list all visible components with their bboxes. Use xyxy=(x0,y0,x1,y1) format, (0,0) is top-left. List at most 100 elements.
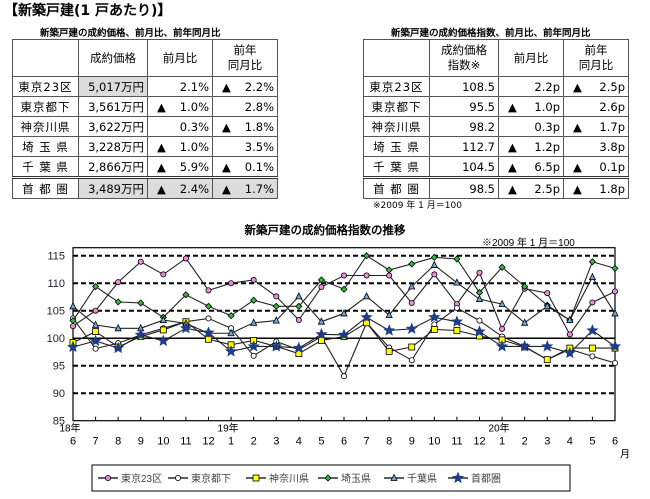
data-point xyxy=(92,345,99,352)
data-point xyxy=(114,298,122,306)
data-point xyxy=(292,341,305,354)
area-label: 東京23区 xyxy=(363,76,430,97)
data-point xyxy=(318,337,325,344)
mom-value: 2.2p xyxy=(534,79,560,94)
data-point xyxy=(589,299,596,306)
data-point xyxy=(408,260,416,268)
x-tick-label: 10 xyxy=(428,436,440,448)
data-point xyxy=(521,318,529,326)
mom-cell: 2.2p xyxy=(498,76,564,97)
column-header: 成約価格 指数※ xyxy=(429,39,499,77)
data-point xyxy=(386,272,393,279)
y-tick-label: 90 xyxy=(53,388,65,400)
x-tick-label: 1 xyxy=(228,436,234,448)
yoy-cell: ▲ 1.7% xyxy=(212,176,278,199)
table-row: 千 葉 県 2,866万円 ▲ 5.9% ▲ 0.1% xyxy=(12,156,278,178)
yoy-cell: ▲ 1.8p xyxy=(563,176,629,199)
data-point xyxy=(159,315,167,323)
table-row: 東京都下 3,561万円 ▲ 1.0% 2.8% xyxy=(12,96,278,117)
data-point xyxy=(563,346,576,359)
data-point xyxy=(92,282,100,291)
chart-base-note: ※2009 年 1 月＝100 xyxy=(482,236,575,249)
year-label: 19年 xyxy=(218,422,239,435)
yoy-value: 1.8% xyxy=(244,119,274,134)
data-point xyxy=(272,302,280,310)
value-cell: 2,866万円 xyxy=(78,156,148,178)
legend-marker-icon xyxy=(252,474,260,482)
data-point xyxy=(137,299,145,307)
negative-triangle-icon: ▲ xyxy=(222,159,231,174)
x-tick-label: 12 xyxy=(202,436,214,448)
data-point xyxy=(70,323,77,330)
mom-cell: ▲ 6.5p xyxy=(498,156,564,178)
yoy-value: 3.8p xyxy=(599,139,625,154)
mom-cell: ▲ 1.2p xyxy=(498,136,564,157)
x-tick-label: 5 xyxy=(318,436,324,448)
yoy-cell: ▲ 2.2% xyxy=(212,76,278,97)
table-row: 東京都下 95.5 ▲ 1.0p 2.6p xyxy=(363,96,629,117)
data-point xyxy=(66,340,80,353)
legend-marker-icon xyxy=(324,474,332,482)
data-point xyxy=(475,294,484,303)
year-label: 18年 xyxy=(59,422,80,435)
y-tick-label: 85 xyxy=(53,416,65,428)
x-tick-label: 6 xyxy=(341,436,347,448)
x-tick-label: 4 xyxy=(567,436,573,448)
legend-marker-icon xyxy=(390,473,398,481)
index-trend-chart: 新築戸建の成約価格指数の推移※2009 年 1 月＝10085909510010… xyxy=(47,223,630,492)
data-point xyxy=(179,321,192,334)
data-point xyxy=(430,253,438,261)
mom-cell: ▲ 1.0% xyxy=(147,136,213,157)
x-tick-label: 2 xyxy=(251,436,257,448)
data-point xyxy=(495,340,509,352)
y-tick-label: 115 xyxy=(47,251,65,263)
data-point xyxy=(340,285,348,293)
data-point xyxy=(202,326,215,338)
left-table-caption: 新築戸建の成約価格、前月比、前年同月比 xyxy=(40,28,221,39)
x-tick-label: 10 xyxy=(157,436,169,448)
data-point xyxy=(498,263,506,271)
mom-cell: ▲ 5.9% xyxy=(147,156,213,178)
value-cell: 3,561万円 xyxy=(78,96,148,117)
x-tick-label: 8 xyxy=(115,436,121,448)
data-point xyxy=(383,324,396,336)
negative-triangle-icon: ▲ xyxy=(222,181,231,196)
yoy-value: 1.7% xyxy=(244,181,274,196)
mom-cell: ▲ 2.5p xyxy=(498,176,564,199)
data-point xyxy=(92,307,99,314)
yoy-cell: ▲ 2.5p xyxy=(563,76,629,97)
legend-marker-icon xyxy=(105,474,112,481)
column-header: 前年 同月比 xyxy=(563,39,629,77)
data-point xyxy=(430,260,438,268)
legend-marker-icon xyxy=(174,474,181,481)
data-point xyxy=(337,328,351,340)
y-tick-label: 100 xyxy=(47,333,65,345)
data-point xyxy=(431,271,438,278)
x-tick-label: 6 xyxy=(612,436,618,448)
data-point xyxy=(588,272,597,281)
area-label: 埼 玉 県 xyxy=(12,136,79,157)
table-row: 埼 玉 県 112.7 ▲ 1.2p 3.8p xyxy=(363,136,629,157)
data-point xyxy=(182,291,190,299)
table-row: 千 葉 県 104.5 ▲ 6.5p ▲ 0.1p xyxy=(363,156,629,178)
area-label: 東京都下 xyxy=(12,96,79,117)
negative-triangle-icon: ▲ xyxy=(157,159,166,174)
y-tick-label: 105 xyxy=(47,306,65,318)
data-point xyxy=(611,264,619,272)
yoy-value: 0.1% xyxy=(244,159,274,174)
data-point xyxy=(315,327,328,340)
negative-triangle-icon: ▲ xyxy=(573,159,582,174)
table-row: 首 都 圏 3,489万円 ▲ 2.4% ▲ 1.7% xyxy=(12,176,278,199)
data-point xyxy=(612,288,619,295)
data-point xyxy=(408,343,416,351)
data-point xyxy=(498,299,506,307)
data-point xyxy=(453,278,461,286)
data-point xyxy=(589,353,596,360)
data-point xyxy=(247,340,260,352)
mom-value: 1.2p xyxy=(534,139,560,154)
column-header: 前年 同月比 xyxy=(212,39,278,77)
data-point xyxy=(340,309,348,317)
x-tick-label: 2 xyxy=(522,436,528,448)
yoy-value: 2.6p xyxy=(599,99,625,114)
yoy-value: 1.7p xyxy=(599,119,625,134)
